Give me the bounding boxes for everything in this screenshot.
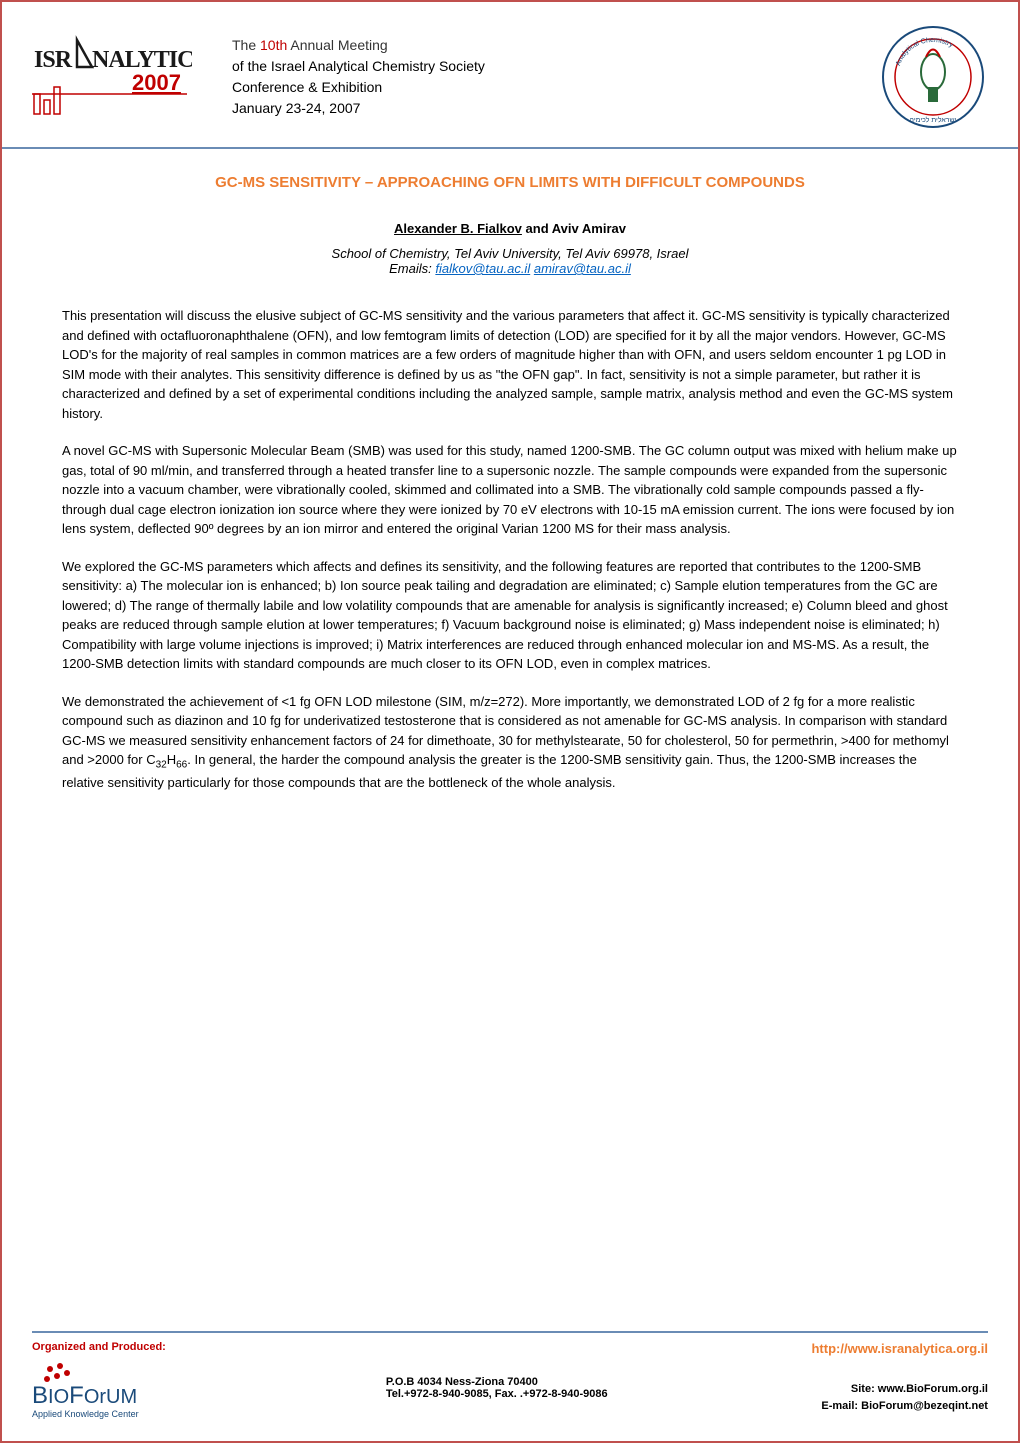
svg-text:ישראלית לכימיה: ישראלית לכימיה: [910, 116, 957, 124]
footer-section: Organized and Produced: BIOFOrUM Applied…: [2, 1331, 1018, 1421]
meeting-line3: Conference & Exhibition: [232, 77, 878, 98]
authors: Alexander B. Fialkov and Aviv Amirav: [62, 221, 958, 236]
footer-address-2: Tel.+972-8-940-9085, Fax. .+972-8-940-90…: [386, 1388, 608, 1400]
content-area: GC-MS SENSITIVITY – APPROACHING OFN LIMI…: [2, 149, 1018, 840]
svg-text:Applied Knowledge Center: Applied Knowledge Center: [32, 1409, 139, 1419]
organized-label: Organized and Produced:: [32, 1341, 182, 1353]
affiliation: School of Chemistry, Tel Aviv University…: [62, 246, 958, 276]
abstract-paragraph-4: We demonstrated the achievement of <1 fg…: [62, 692, 958, 793]
author-primary: Alexander B. Fialkov: [394, 221, 522, 236]
society-seal-logo: Analytical Chemistry ישראלית לכימיה: [878, 22, 988, 132]
header-section: ISR NALYTICA 2007 The 10th Annual Meetin…: [2, 2, 1018, 149]
bioforum-logo: BIOFOrUM Applied Knowledge Center: [32, 1361, 182, 1421]
author-secondary: and Aviv Amirav: [522, 221, 626, 236]
email-link-2[interactable]: amirav@tau.ac.il: [534, 261, 631, 276]
email-link-1[interactable]: fialkov@tau.ac.il: [435, 261, 530, 276]
page-container: ISR NALYTICA 2007 The 10th Annual Meetin…: [0, 0, 1020, 1443]
footer-content: Organized and Produced: BIOFOrUM Applied…: [32, 1341, 988, 1421]
footer-address-1: P.O.B 4034 Ness-Ziona 70400: [386, 1376, 608, 1388]
svg-text:BIOFOrUM: BIOFOrUM: [32, 1382, 137, 1409]
footer-email: E-mail: BioForum@bezeqint.net: [811, 1398, 988, 1415]
footer-left: Organized and Produced: BIOFOrUM Applied…: [32, 1341, 182, 1421]
footer-contact: Site: www.BioForum.org.il E-mail: BioFor…: [811, 1381, 988, 1414]
footer-right: http://www.isranalytica.org.il Site: www…: [811, 1341, 988, 1414]
svg-text:2007: 2007: [132, 70, 181, 95]
footer-site: Site: www.BioForum.org.il: [811, 1381, 988, 1398]
document-title: GC-MS SENSITIVITY – APPROACHING OFN LIMI…: [62, 174, 958, 191]
meeting-line1: The 10th Annual Meeting: [232, 35, 878, 56]
meeting-line4: January 23-24, 2007: [232, 98, 878, 119]
svg-text:ISR: ISR: [34, 47, 73, 73]
abstract-paragraph-1: This presentation will discuss the elusi…: [62, 306, 958, 423]
footer-divider: [32, 1331, 988, 1333]
header-text: The 10th Annual Meeting of the Israel An…: [192, 35, 878, 119]
abstract-paragraph-2: A novel GC-MS with Supersonic Molecular …: [62, 441, 958, 539]
abstract-paragraph-3: We explored the GC-MS parameters which a…: [62, 557, 958, 674]
isranalytica-logo: ISR NALYTICA 2007: [32, 32, 192, 122]
website-link[interactable]: http://www.isranalytica.org.il: [811, 1341, 988, 1356]
meeting-line2: of the Israel Analytical Chemistry Socie…: [232, 56, 878, 77]
footer-middle: P.O.B 4034 Ness-Ziona 70400 Tel.+972-8-9…: [386, 1341, 608, 1400]
